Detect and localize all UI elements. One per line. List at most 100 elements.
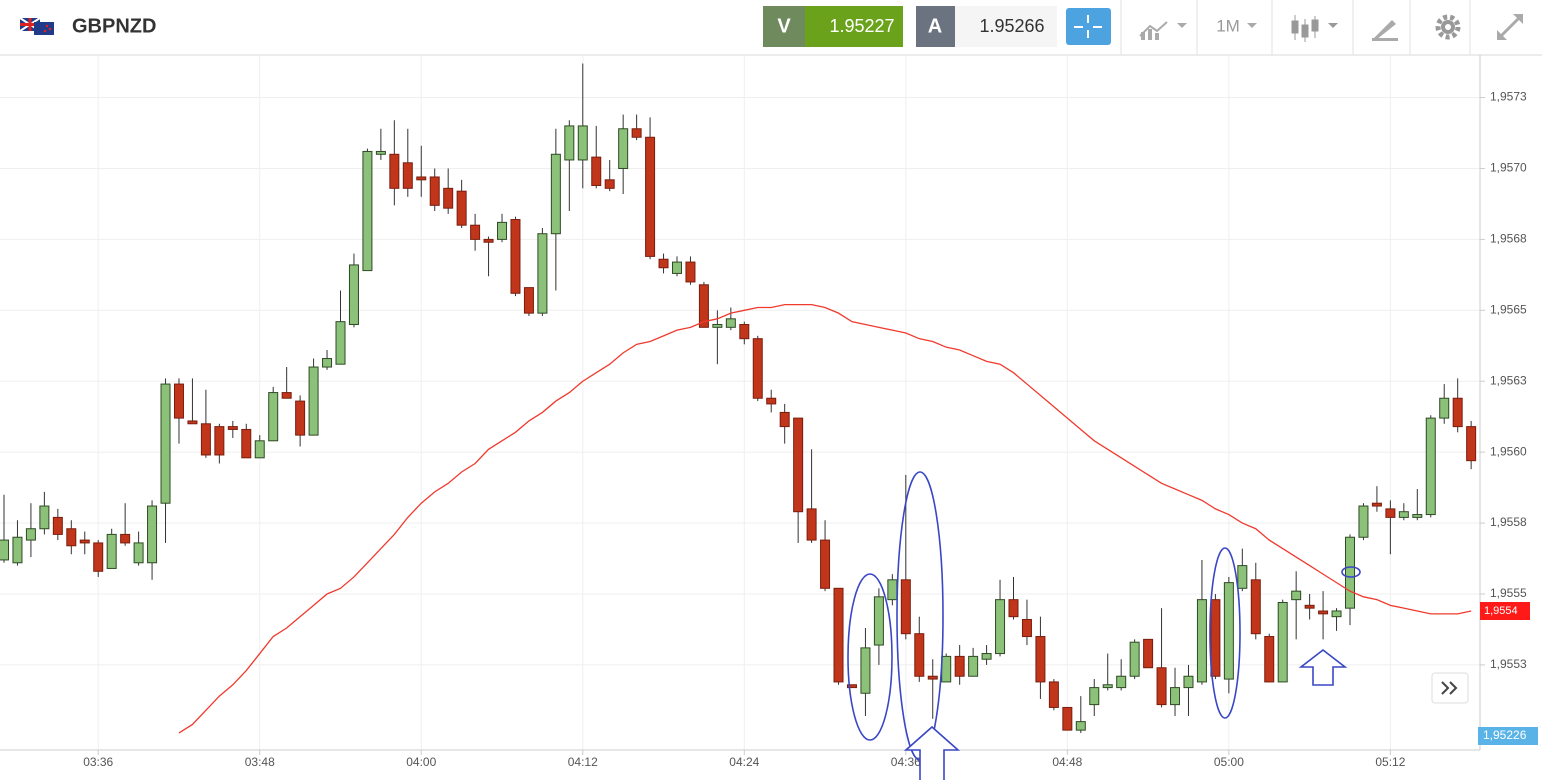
- sell-button[interactable]: [763, 6, 805, 47]
- candle-body: [79, 539, 90, 544]
- candle-body: [564, 125, 575, 161]
- candle-body: [389, 153, 400, 189]
- candle-body: [1250, 579, 1261, 635]
- candle-body: [900, 579, 911, 635]
- expand-icon[interactable]: [1497, 14, 1523, 40]
- plot: [0, 63, 1477, 734]
- candle-body: [1089, 687, 1100, 706]
- buy-price[interactable]: 1.95266: [979, 16, 1044, 36]
- buy-button[interactable]: [916, 6, 955, 47]
- highlight-ellipse: [847, 573, 893, 741]
- candle-body: [1021, 619, 1032, 638]
- candle-body: [779, 411, 790, 428]
- candle-body: [1210, 599, 1221, 677]
- candle-body: [1048, 681, 1059, 708]
- candle-body: [133, 542, 144, 564]
- candle-body: [1318, 610, 1329, 615]
- separators: [1120, 0, 1471, 55]
- candle-body: [93, 542, 104, 572]
- candle-body: [308, 366, 319, 436]
- buy-label[interactable]: A: [928, 15, 942, 37]
- candle-body: [39, 505, 50, 530]
- y-tick-label: 1,9555: [1490, 586, 1527, 600]
- y-tick-label: 1,9565: [1490, 302, 1527, 316]
- candle-body: [591, 156, 602, 186]
- candle-body: [1358, 505, 1369, 538]
- candle-body: [348, 264, 359, 325]
- buy-price-box[interactable]: [955, 6, 1057, 47]
- x-tick-label: 04:00: [406, 755, 436, 769]
- candle-body: [12, 536, 23, 564]
- highlight-ellipse: [1209, 547, 1241, 719]
- candle-body: [416, 176, 427, 181]
- y-tick-label: 1,9570: [1490, 161, 1527, 175]
- scroll-button[interactable]: [1431, 672, 1469, 704]
- crosshair-button[interactable]: [1066, 8, 1111, 45]
- candle-body: [335, 321, 346, 365]
- candle-body: [456, 190, 467, 226]
- candle-body: [295, 400, 306, 436]
- candle-body: [1371, 502, 1382, 507]
- candle-body: [510, 219, 521, 294]
- y-tick-label: 1,9558: [1490, 515, 1527, 529]
- candle-body: [954, 655, 965, 677]
- candle-body: [793, 417, 804, 513]
- candle-body: [25, 528, 36, 541]
- candle-body: [739, 323, 750, 340]
- candle-body: [604, 179, 615, 189]
- candle-body: [873, 596, 884, 646]
- sell-price-box[interactable]: [805, 6, 903, 47]
- x-tick-label: 03:36: [83, 755, 113, 769]
- up-arrow: [1298, 648, 1348, 686]
- candle-body: [1102, 684, 1113, 689]
- candle-body: [1062, 706, 1073, 731]
- candle-body: [685, 261, 696, 283]
- candle-body: [1035, 636, 1046, 683]
- candle-body: [268, 392, 279, 442]
- x-tick-label: 05:12: [1375, 755, 1405, 769]
- timeframe-caret[interactable]: [1247, 23, 1257, 28]
- candle-body: [1129, 641, 1140, 677]
- candle-body: [820, 539, 831, 589]
- candle-body: [375, 150, 386, 155]
- candle-body: [766, 397, 777, 405]
- candle-body: [402, 162, 413, 189]
- candle-body: [1291, 590, 1302, 601]
- toolbar: GBPNZD V 1.95227 A 1.95266 1M: [0, 0, 1542, 56]
- candle-body: [846, 684, 857, 689]
- y-tick-label: 1,9573: [1490, 90, 1527, 104]
- chart-type-icon[interactable]: [1139, 21, 1187, 40]
- candle-body: [712, 323, 723, 328]
- candle-body: [66, 528, 77, 547]
- candle-body: [752, 338, 763, 399]
- settings-icon[interactable]: [1435, 14, 1461, 40]
- candle-body: [1116, 675, 1127, 689]
- candle-body: [470, 224, 481, 240]
- candle-body: [120, 533, 131, 544]
- symbol: GBPNZD: [72, 15, 156, 37]
- y-tick-label: 1,9553: [1490, 657, 1527, 671]
- x-tick-label: 04:24: [729, 755, 759, 769]
- sell-price[interactable]: 1.95227: [829, 16, 894, 36]
- candle-body: [187, 420, 198, 425]
- candle-body: [281, 392, 292, 399]
- candle-body: [1008, 599, 1019, 618]
- candle-body: [362, 150, 373, 272]
- sell-label[interactable]: V: [777, 15, 791, 37]
- candle-body: [1223, 582, 1234, 680]
- timeframe[interactable]: 1M: [1216, 16, 1240, 35]
- ma-label: 1,9554: [1484, 605, 1518, 617]
- ma-label-bg: [1480, 602, 1530, 620]
- candle-body: [483, 238, 494, 243]
- draw-icon[interactable]: [1372, 20, 1398, 41]
- price-label-bg: [1478, 727, 1538, 745]
- x-tick-label: 03:48: [245, 755, 275, 769]
- candle-type-icon[interactable]: [1291, 15, 1338, 42]
- up-arrow: [903, 725, 961, 780]
- candle-body: [147, 505, 158, 564]
- candle-body: [1425, 417, 1436, 516]
- candle-body: [658, 258, 669, 269]
- annotations: [847, 471, 1361, 780]
